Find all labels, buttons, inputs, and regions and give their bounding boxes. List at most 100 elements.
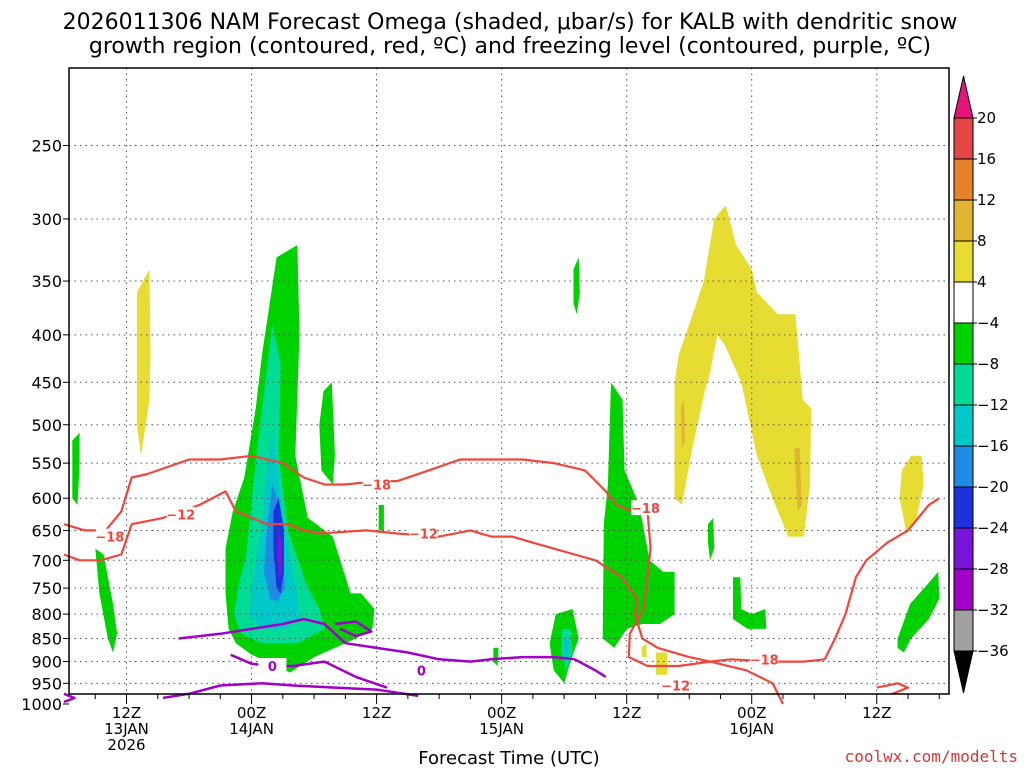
x-tick-label: 12Z: [112, 704, 141, 722]
y-tick-label: 850: [31, 630, 62, 649]
y-tick-label: 300: [31, 210, 62, 229]
colorbar-tick-label: −24: [977, 519, 1009, 537]
contour-label: −18: [631, 502, 660, 517]
omega-region: [378, 504, 384, 531]
chart-title-line-1: 2026011306 NAM Forecast Omega (shaded, μ…: [63, 10, 958, 35]
colorbar-top-arrow: [953, 75, 974, 119]
x-tick-label: 12Z: [612, 704, 641, 722]
colorbar-bin: [953, 609, 974, 652]
omega-region: [680, 399, 685, 449]
omega-region: [618, 416, 623, 471]
colorbar-bin: [953, 568, 974, 611]
y-axis: 250 300 350 400 450 500 550 600 650 700 750 800 850 9…: [21, 137, 69, 714]
omega-region: [674, 205, 812, 537]
contour-label: −12: [409, 528, 438, 543]
contour-label-bg: [407, 662, 436, 678]
y-tick-label: 800: [31, 605, 62, 624]
omega-region: [897, 571, 940, 653]
contour-label: 0: [268, 660, 277, 675]
contour-label-bg: [409, 525, 438, 541]
contour-label: 0: [417, 664, 426, 679]
colorbar-tick-label: −8: [977, 355, 999, 373]
freezing-level-contours: [63, 617, 607, 704]
colorbar-tick-label: −28: [977, 560, 1009, 578]
contour-label-bg: [661, 677, 690, 693]
colorbar-tick-label: −16: [977, 437, 1009, 455]
chart-title-line-2: growth region (contoured, red, ºC) and f…: [89, 34, 931, 59]
freezing-contour: [230, 653, 388, 689]
contour-label: −18: [362, 479, 391, 494]
colorbar-bin: [953, 445, 974, 488]
colorbar-bin: [953, 363, 974, 406]
colorbar-tick-label: −12: [977, 396, 1009, 414]
contour-label: −18: [750, 653, 779, 668]
colorbar-tick-label: −32: [977, 601, 1009, 619]
credit-link[interactable]: coolwx.com/modelts: [845, 747, 1018, 766]
y-tick-label: 400: [31, 326, 62, 345]
colorbar-bin: [953, 117, 974, 160]
colorbar-bin: [953, 281, 974, 324]
omega-region: [72, 432, 80, 505]
y-tick-label: 450: [31, 373, 62, 392]
x-tick-label: 12Z: [362, 704, 391, 722]
y-tick-label: 1000: [21, 695, 62, 714]
colorbar-tick-label: −4: [977, 314, 999, 332]
contour-label-bg: [95, 528, 124, 544]
colorbar-bin: [953, 158, 974, 201]
contour-labels: −18 −12 −18 −12 −18 −18 −12 0 0: [95, 476, 779, 694]
colorbar-tick-label: 4: [977, 273, 987, 291]
omega-region: [899, 455, 924, 531]
x-tick-label: 00Z: [237, 704, 266, 722]
omega-region: [95, 548, 118, 653]
colorbar-bin: [953, 199, 974, 242]
colorbar-tick-label: −20: [977, 478, 1009, 496]
omega-region: [573, 257, 580, 315]
colorbar-bin: [953, 322, 974, 365]
x-tick-label: 00Z: [737, 704, 766, 722]
plot-area: −18 −12 −18 −12 −18 −18 −12 0 0: [63, 67, 950, 705]
x-tick-label: 15JAN: [479, 720, 524, 738]
freezing-contour: [63, 692, 76, 704]
freezing-contour: [178, 617, 607, 678]
freezing-contour: [162, 682, 419, 700]
contour-label-bg: [258, 658, 287, 674]
x-tick-label: 2026: [107, 736, 145, 754]
omega-shading: [72, 205, 940, 684]
dgz-contour: [876, 682, 910, 695]
contour-label: −12: [166, 509, 195, 524]
omega-region: [493, 647, 499, 666]
colorbar-tick-label: 16: [977, 150, 996, 168]
colorbar-bin: [953, 486, 974, 529]
omega-region: [136, 269, 151, 456]
y-tick-label: 550: [31, 454, 62, 473]
y-tick-label: 950: [31, 674, 62, 693]
x-tick-label: 13JAN: [104, 720, 149, 738]
omega-region: [655, 652, 668, 675]
freezing-contour: [334, 620, 373, 638]
y-tick-label: 500: [31, 416, 62, 435]
colorbar-tick-label: 20: [977, 109, 996, 127]
omega-region: [708, 517, 715, 561]
colorbar-bin: [953, 404, 974, 447]
omega-region: [564, 638, 570, 658]
y-tick-label: 700: [31, 551, 62, 570]
omega-region: [641, 643, 647, 658]
colorbar-bin: [953, 240, 974, 283]
colorbar-bin: [953, 527, 974, 570]
colorbar-tick-label: 12: [977, 191, 996, 209]
y-tick-label: 350: [31, 272, 62, 291]
contour-label: −18: [95, 531, 124, 546]
omega-region: [794, 448, 802, 512]
x-axis-title: Forecast Time (UTC): [418, 748, 599, 768]
colorbar-tick-label: 8: [977, 232, 987, 250]
y-tick-label: 600: [31, 489, 62, 508]
colorbar-tick-label: −36: [977, 642, 1009, 660]
y-tick-label: 900: [31, 653, 62, 672]
y-tick-label: 750: [31, 579, 62, 598]
contour-label-bg: [631, 500, 660, 516]
x-tick-label: 16JAN: [729, 720, 774, 738]
colorbar-bottom-arrow: [953, 650, 974, 694]
y-tick-label: 250: [31, 137, 62, 156]
